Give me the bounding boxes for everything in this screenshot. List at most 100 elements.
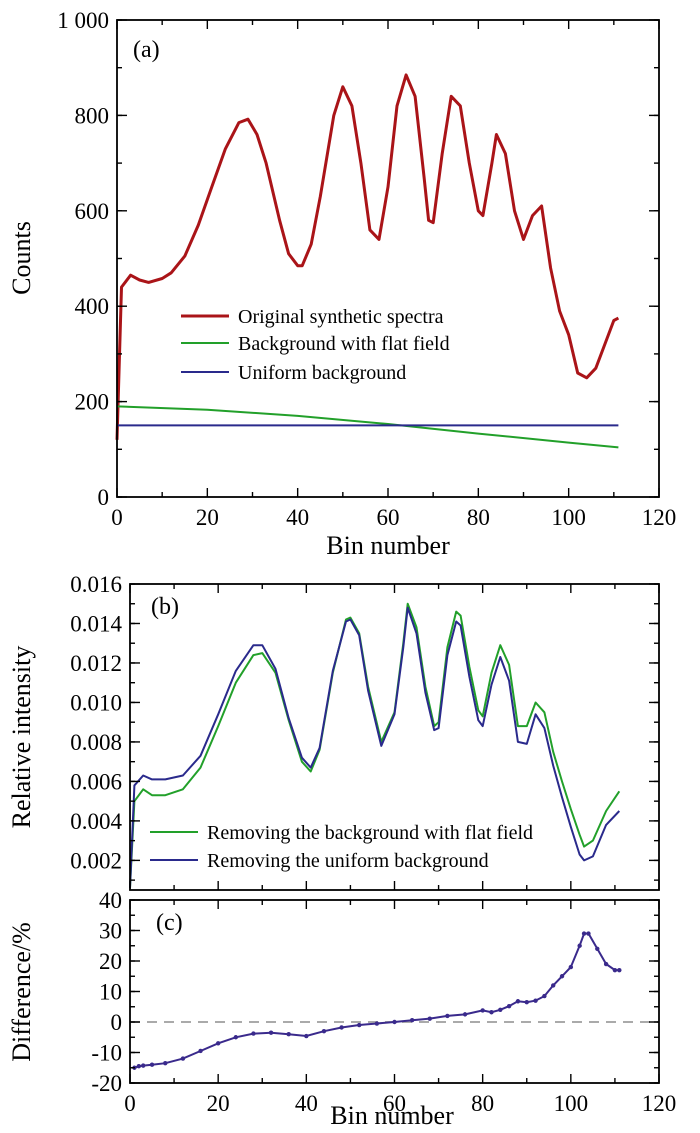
panel-b-y-tick-label: 0.016 (70, 572, 122, 597)
panel-b-y-tick-label: 0.004 (70, 809, 122, 834)
panel-b-series-layer (129, 602, 621, 889)
panel-b-label: (b) (151, 594, 179, 620)
panel-c-label: (c) (156, 910, 183, 936)
panel-c-y-tick-label: 10 (99, 980, 122, 1005)
panel-a-y-tick-label: 800 (75, 103, 110, 128)
panel-b-y-tick-label: 0.002 (70, 848, 122, 873)
difference-point (551, 983, 556, 988)
panel-b-ticks: 0.002 0.004 0.006 0.008 0.010 0.012 0.014 0.016 (70, 572, 660, 890)
panel-b: 0.002 0.004 0.006 0.008 0.010 0.012 0.014 0.016… (7, 572, 660, 891)
panel-a-y-tick-label: 0 (98, 485, 110, 510)
difference-point (506, 1003, 512, 1009)
difference-point (586, 931, 591, 936)
panel-c-y-tick-label: 30 (99, 919, 122, 944)
difference-point (251, 1031, 256, 1036)
difference-point (339, 1025, 344, 1030)
difference-point (595, 946, 600, 951)
panel-c-y-tick-label: -10 (91, 1041, 122, 1066)
panel-a-gridless-plot: 0 20 40 60 80 100 120 0 200 400 600 800 1 000 (57, 8, 676, 530)
panel-a-x-tick-label: 20 (196, 505, 219, 530)
series-uniform-removed (129, 606, 621, 889)
panel-b-y-axis-title: Relative intensity (7, 646, 36, 829)
panel-a-label: (a) (133, 37, 160, 63)
difference-point (180, 1056, 186, 1061)
panel-a-x-tick-label: 120 (642, 505, 677, 530)
difference-point (480, 1008, 485, 1013)
panel-a-x-tick-label: 40 (286, 505, 309, 530)
difference-point (559, 974, 565, 979)
panel-c-frame (129, 899, 660, 1084)
legend-label-flat-field-background: Background with flat field (238, 333, 450, 355)
difference-point (321, 1028, 327, 1034)
panel-c-x-tick-label: 60 (383, 1091, 406, 1116)
difference-point (304, 1033, 309, 1039)
difference-point (136, 1064, 142, 1069)
panel-a-x-axis-title: Bin number (326, 531, 450, 560)
difference-point (141, 1063, 146, 1068)
difference-point (409, 1017, 415, 1023)
panel-c-y-axis-title: Difference/% (7, 922, 36, 1062)
difference-point (617, 967, 622, 973)
legend-label-original-spectra: Original synthetic spectra (238, 306, 444, 328)
difference-point (603, 961, 609, 967)
legend-label-uniform-removed: Removing the uniform background (207, 850, 489, 872)
panel-a-ticks: 0 20 40 60 80 100 120 0 200 400 600 800 1 000 (57, 8, 676, 530)
panel-b-y-tick-label: 0.006 (70, 769, 122, 794)
difference-point (163, 1060, 168, 1066)
panel-c-x-tick-label: 40 (295, 1091, 318, 1116)
panel-c-y-tick-label: 0 (111, 1010, 123, 1035)
panel-c-y-tick-label: 20 (99, 949, 122, 974)
panel-a-y-tick-label: 600 (75, 199, 110, 224)
panel-c-x-tick-label: 80 (471, 1091, 494, 1116)
panel-c-x-tick-label: 120 (642, 1091, 677, 1116)
difference-point (524, 999, 529, 1005)
difference-point (577, 943, 582, 948)
difference-point (357, 1022, 362, 1028)
panel-c-series-layer (130, 931, 659, 1070)
difference-point (581, 931, 587, 936)
panel-a: 0 20 40 60 80 100 120 0 200 400 600 800 1 000 (a) Bi… (7, 8, 676, 560)
panel-b-y-tick-label: 0.012 (70, 651, 122, 676)
panel-c-x-tick-label: 20 (207, 1091, 230, 1116)
panel-a-x-tick-label: 100 (551, 505, 586, 530)
difference-point (445, 1013, 450, 1019)
difference-point (427, 1016, 432, 1021)
panel-a-y-axis-title: Counts (7, 221, 36, 295)
panel-b-y-tick-label: 0.014 (70, 611, 122, 636)
difference-point (374, 1021, 380, 1026)
difference-point (489, 1010, 494, 1015)
difference-point (462, 1012, 468, 1017)
difference-point (542, 993, 547, 999)
difference-point (533, 998, 538, 1003)
difference-point (268, 1030, 274, 1035)
series-flat-field-removed (129, 602, 621, 889)
difference-point (515, 999, 521, 1004)
panel-a-series-layer (115, 73, 620, 449)
difference-point (612, 967, 618, 973)
series-flat-field-background (116, 405, 619, 449)
difference-point (233, 1035, 238, 1040)
series-original-spectra (115, 73, 620, 440)
panel-c-y-tick-label: 40 (99, 888, 122, 913)
difference-point (198, 1048, 203, 1054)
panel-a-y-tick-label: 400 (75, 294, 110, 319)
difference-point (498, 1007, 503, 1012)
legend-label-uniform-background: Uniform background (238, 362, 406, 384)
panel-b-legend: Removing the background with flat field … (150, 822, 533, 872)
panel-a-x-tick-label: 0 (111, 505, 123, 530)
panel-b-y-tick-label: 0.008 (70, 730, 122, 755)
panel-c-x-axis-title: Bin number (330, 1101, 454, 1130)
difference-point (286, 1032, 291, 1037)
difference-point (149, 1062, 155, 1067)
panel-b-y-tick-label: 0.010 (70, 690, 122, 715)
panel-c-y-tick-label: -20 (91, 1071, 122, 1096)
panel-a-x-tick-label: 60 (377, 505, 400, 530)
panel-a-x-tick-label: 80 (467, 505, 490, 530)
panel-a-legend: Original synthetic spectra Background wi… (181, 306, 450, 384)
difference-point (215, 1041, 221, 1046)
panel-a-y-tick-label: 200 (75, 390, 110, 415)
panel-c-x-tick-label: 100 (554, 1091, 589, 1116)
